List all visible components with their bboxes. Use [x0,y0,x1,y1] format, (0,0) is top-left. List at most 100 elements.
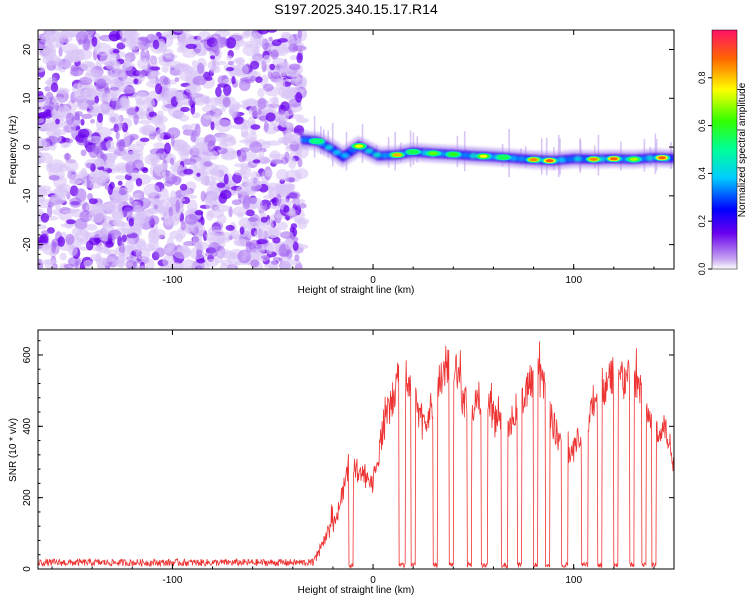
noise-blob [106,200,124,210]
noise-blob [210,229,225,237]
noise-blob [180,106,190,112]
colorbar-gradient [711,29,738,270]
noise-blob [269,97,278,104]
noise-blob [243,119,250,130]
x-tick-label: -100 [162,275,182,286]
noise-blob [71,55,79,63]
noise-blob [142,197,151,203]
noise-blob [91,140,103,155]
noise-blob [97,261,104,269]
noise-blob [215,37,228,48]
noise-blob [97,257,116,263]
noise-blob [109,181,115,190]
figure-title: S197.2025.340.15.17.R14 [274,1,438,17]
noise-blob [162,255,175,267]
noise-blob [38,117,45,124]
noise-blob [249,132,257,142]
noise-blob [88,209,105,223]
noise-blob [296,52,303,64]
noise-blob [60,142,69,149]
noise-blob [260,216,268,223]
noise-blob [179,183,188,191]
noise-blob [297,30,303,39]
peak-core [429,151,438,155]
noise-blob [227,60,234,66]
noise-blob [115,175,127,181]
noise-blob [63,60,72,69]
peak-core [545,159,554,163]
noise-blob [134,213,145,227]
noise-blob [135,97,144,108]
x-tick-label: -100 [162,575,182,586]
noise-blob [170,163,184,172]
noise-blob [250,248,260,260]
noise-blob [139,137,150,142]
colorbar-tick-label: 0.2 [697,215,707,228]
noise-blob [175,62,190,70]
noise-blob [80,167,88,178]
noise-blob [121,234,128,243]
noise-blob [225,67,235,72]
noise-blob [141,167,149,173]
noise-blob [159,187,169,202]
noise-blob [196,258,206,264]
noise-blob [80,118,85,126]
ridge-segment [565,157,574,162]
noise-blob [59,252,67,261]
noise-blob [78,76,93,86]
noise-blob [50,82,59,93]
noise-blob [97,113,104,123]
noise-blob [132,159,144,172]
noise-blob [214,204,230,213]
noise-blob [137,36,149,42]
noise-blob [133,114,139,125]
noise-blob [235,64,242,77]
noise-blob [68,245,78,256]
noise-blob [247,217,258,222]
noise-blob [71,227,82,237]
spectrogram-y-axis-label: Frequency (Hz) [8,116,19,185]
noise-blob [212,107,226,113]
noise-blob [173,248,191,259]
ridge-segment [557,157,566,162]
noise-blob [133,205,144,214]
colorbar-tick-label: 0.8 [697,72,707,85]
noise-blob [83,259,94,268]
noise-blob [154,165,166,177]
noise-blob [232,206,247,217]
noise-blob [112,220,120,226]
ridge-segment [324,145,333,150]
noise-blob [171,111,185,116]
peak-core [629,157,638,161]
noise-blob [184,214,198,225]
noise-blob [126,237,136,248]
noise-blob [264,169,273,177]
noise-blob [203,161,213,167]
noise-blob [62,209,77,214]
noise-blob [94,157,105,168]
ridge-segment [332,150,341,155]
spectrogram-noise [38,30,310,269]
noise-blob [45,30,60,42]
noise-blob [61,43,79,54]
snr-panel: -100 0 100 0 200 400 600 Height of straight li… [8,329,675,596]
spectrogram-frame [37,29,675,270]
noise-blob [210,121,215,131]
noise-blob [158,95,167,101]
noise-blob [182,49,197,58]
noise-blob [192,75,207,86]
noise-blob [288,191,301,200]
noise-blob [49,194,66,205]
noise-blob [261,38,269,51]
noise-blob [263,120,269,132]
noise-blob [290,198,306,204]
spectrogram-peaks [308,138,670,164]
snr-x-axis-label: Height of straight line (km) [298,585,415,596]
noise-blob [256,239,268,245]
noise-blob [79,228,89,237]
noise-blob [176,45,185,54]
noise-blob [208,242,221,253]
noise-blob [220,189,232,200]
noise-blob [289,135,299,145]
